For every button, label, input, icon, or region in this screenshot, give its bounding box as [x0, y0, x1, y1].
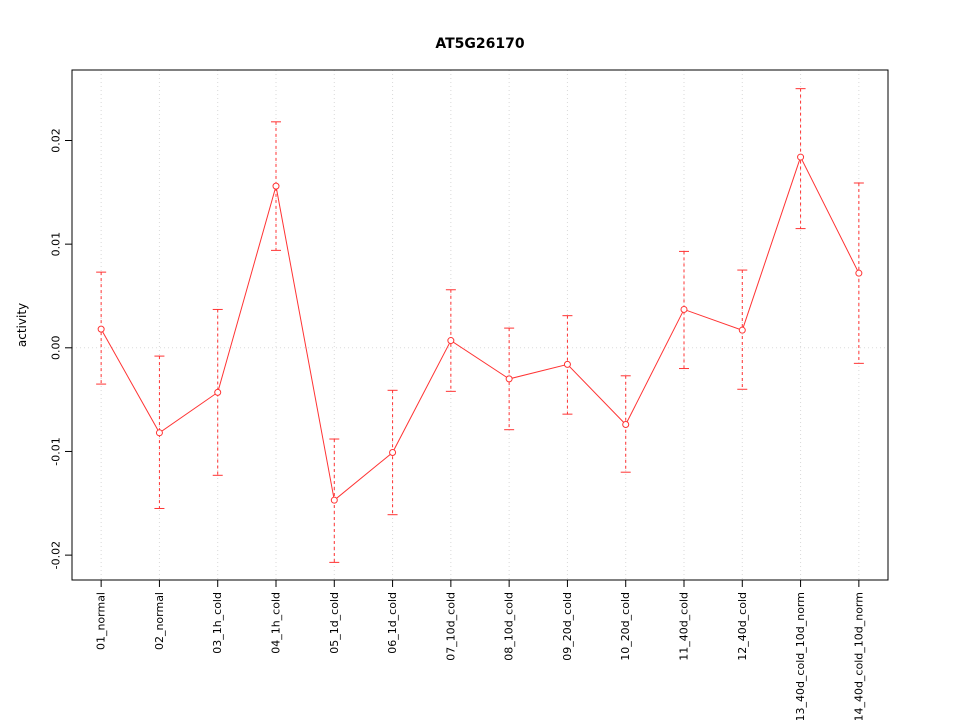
x-tick-label: 05_1d_cold	[328, 592, 341, 654]
data-point	[155, 429, 163, 437]
x-tick-label: 01_normal	[95, 592, 108, 650]
plot-border	[71, 69, 889, 581]
y-tick-label: -0.01	[50, 437, 63, 465]
x-tick-label: 10_20d_cold	[619, 592, 632, 661]
data-point	[214, 388, 222, 396]
series-line	[100, 155, 860, 502]
data-point	[389, 449, 397, 456]
data-point	[622, 421, 630, 429]
x-tick-label: 03_1h_cold	[211, 592, 224, 654]
x-tick-label: 07_10d_cold	[444, 592, 457, 661]
data-point	[447, 337, 455, 345]
data-point	[855, 269, 863, 277]
x-tick-label: 11_40d_cold	[678, 592, 691, 661]
x-tick-label: 06_1d_cold	[386, 592, 399, 654]
x-tick-label: 12_40d_cold	[736, 592, 749, 661]
data-point	[738, 326, 746, 334]
data-point	[97, 325, 105, 333]
data-point	[330, 496, 338, 504]
y-tick-label: -0.02	[50, 541, 63, 569]
x-tick-label: 09_20d_cold	[561, 592, 574, 661]
data-point	[505, 375, 513, 383]
x-tick-label: 14_40d_cold_10d_norm	[852, 592, 865, 720]
y-tick-label: 0.01	[50, 232, 63, 257]
data-point	[680, 305, 688, 313]
y-tick-label: 0.02	[50, 128, 63, 153]
data-point	[797, 153, 805, 161]
x-tick-label: 02_normal	[153, 592, 166, 650]
y-axis-label: activity	[15, 303, 29, 347]
data-point	[563, 360, 571, 368]
x-tick-label: 13_40d_cold_10d_norm	[794, 592, 807, 720]
x-tick-label: 08_10d_cold	[503, 592, 516, 661]
x-tick-label: 04_1h_cold	[270, 592, 283, 654]
plot-area: -0.02 -0.01 0.00 0.01 0.02 01_normal 02_normal…	[50, 69, 889, 720]
y-tick-label: 0.00	[50, 336, 63, 361]
data-point	[272, 182, 280, 190]
chart-title: AT5G26170	[435, 36, 524, 52]
